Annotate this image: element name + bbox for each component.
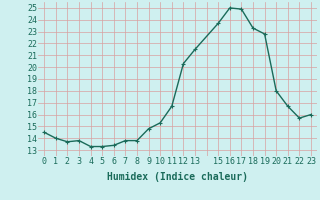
- X-axis label: Humidex (Indice chaleur): Humidex (Indice chaleur): [107, 172, 248, 182]
